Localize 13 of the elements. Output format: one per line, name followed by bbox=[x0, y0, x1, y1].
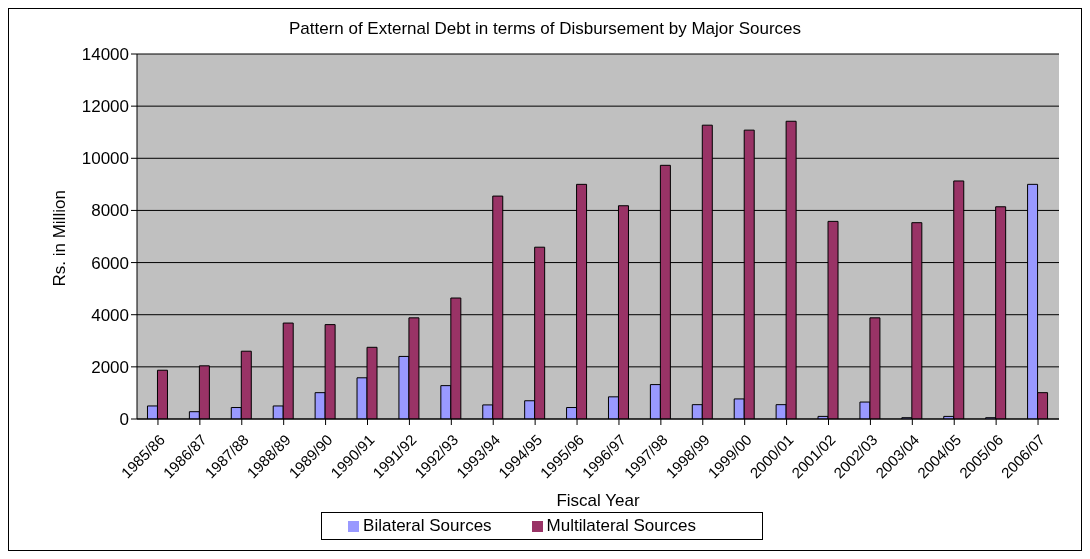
chart-title: Pattern of External Debt in terms of Disbursement by Major Sources bbox=[287, 19, 803, 39]
legend-label: Multilateral Sources bbox=[546, 516, 696, 535]
y-tick-label: 12000 bbox=[81, 97, 129, 117]
y-axis-title: Rs. in Million bbox=[50, 190, 70, 287]
y-tick-label: 6000 bbox=[91, 253, 129, 273]
legend-label: Bilateral Sources bbox=[363, 516, 492, 535]
y-tick-label: 14000 bbox=[81, 45, 129, 65]
y-tick-label: 0 bbox=[119, 410, 129, 430]
y-tick-label: 8000 bbox=[91, 201, 129, 221]
y-tick-label: 10000 bbox=[81, 149, 129, 169]
y-tick-label: 4000 bbox=[91, 305, 129, 325]
x-axis-title: Fiscal Year bbox=[556, 491, 640, 510]
y-tick-label: 2000 bbox=[91, 357, 129, 377]
